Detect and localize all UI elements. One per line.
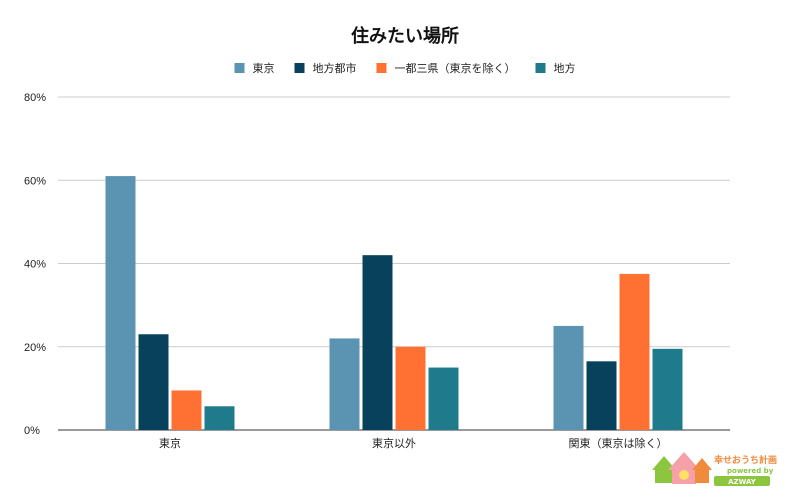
bars	[105, 176, 683, 430]
category-labels: 東京 東京以外 関東（東京は除く）	[159, 436, 668, 450]
logo-main-text: 幸せおうち計画	[714, 454, 777, 466]
bar	[329, 338, 360, 430]
y-tick-label: 60%	[24, 175, 46, 187]
legend-swatch	[535, 63, 546, 73]
logo-sub-text: powered by	[727, 467, 774, 475]
azway-logo: 幸せおうち計画 powered by AZWAY	[652, 452, 777, 486]
bar	[652, 348, 683, 430]
bar	[204, 406, 235, 430]
logo-brand-badge	[714, 476, 770, 486]
bar	[586, 361, 617, 430]
bar	[619, 273, 650, 430]
x-tick-label: 東京	[159, 436, 181, 450]
legend-label: 東京	[253, 61, 275, 75]
y-tick-label: 80%	[24, 92, 46, 104]
y-tick-label: 0%	[24, 425, 40, 437]
legend-swatch	[376, 63, 387, 73]
bar	[362, 255, 393, 430]
bar	[105, 176, 136, 430]
legend-label: 地方	[554, 61, 576, 75]
grid: 0% 20% 40% 60% 80%	[24, 92, 730, 437]
legend: 東京 地方都市 一都三県（東京を除く） 地方	[234, 61, 576, 75]
x-tick-label: 東京以外	[372, 436, 416, 450]
house-logo-icon	[652, 452, 712, 484]
bar	[395, 346, 426, 430]
legend-label: 地方都市	[313, 61, 357, 75]
chart-title: 住みたい場所	[351, 25, 459, 47]
bar	[428, 367, 459, 430]
y-tick-label: 40%	[24, 259, 46, 271]
bar	[171, 390, 202, 430]
legend-swatch	[234, 63, 245, 73]
legend-label: 一都三県（東京を除く）	[395, 61, 516, 75]
legend-swatch	[294, 63, 305, 73]
logo-brand-text: AZWAY	[728, 478, 757, 486]
bar	[553, 325, 584, 430]
x-tick-label: 関東（東京は除く）	[569, 436, 668, 450]
bar	[138, 334, 169, 430]
y-tick-label: 20%	[24, 342, 46, 354]
